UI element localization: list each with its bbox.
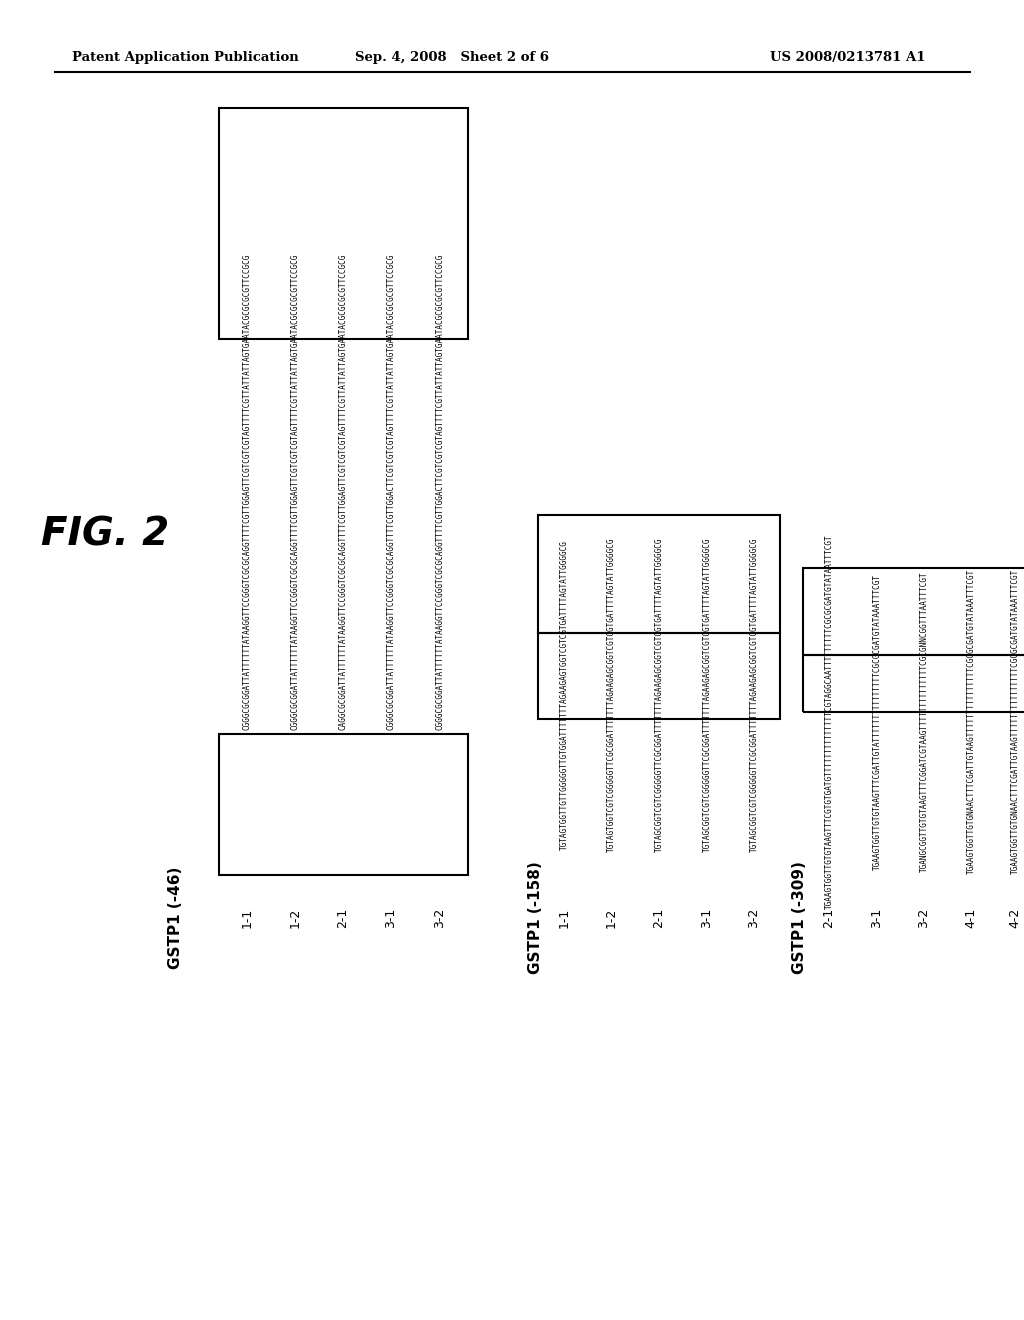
Text: TGTAGTGGTCGTCGGGGGTTCGCGGATTTTTTTAGAAGAGCGGTCGTCGTGATTTTAGTATTGGGGCG: TGTAGTGGTCGTCGGGGGTTCGCGGATTTTTTTAGAAGAG… bbox=[606, 537, 615, 853]
Text: TGTAGCGGTCGTCGGGGGTTCGCGGATTTTTTTAGAAGAGCGGTCGTCGTGATTTTAGTATTGGGGCG: TGTAGCGGTCGTCGGGGGTTCGCGGATTTTTTTAGAAGAG… bbox=[750, 537, 759, 853]
Text: CGGGCGCGGATTATTTTTTATAAGGTTCCGGGTCGCGCAGGTTTTCGTTGGAGTTCGTCGTCGTAGTTTTCGTTATTATT: CGGGCGCGGATTATTTTTTATAAGGTTCCGGGTCGCGCAG… bbox=[291, 253, 299, 730]
Text: 3-2: 3-2 bbox=[433, 908, 446, 928]
Bar bbox=[803, 568, 1024, 655]
Bar bbox=[803, 655, 1024, 711]
Bar bbox=[538, 515, 780, 634]
Text: TGTAGCGGTCGTCGGGGGTTCGCGGATTTTTTTAGAAGAGCGGTCGTCGTGATTTTAGTATTGGGGCG: TGTAGCGGTCGTCGGGGGTTCGCGGATTTTTTTAGAAGAG… bbox=[702, 537, 712, 853]
Text: TGAAGTGGTTGTGNAACTTTCGATTGTAAGTTTTTTTTTTTTTTTCGCGCGATGTATAAATTTCGT: TGAAGTGGTTGTGNAACTTTCGATTGTAAGTTTTTTTTTT… bbox=[967, 569, 976, 874]
Text: GSTP1 (-158): GSTP1 (-158) bbox=[528, 862, 544, 974]
Text: CAGGCGCGGATTATTTTTTATAAGGTTCCGGGTCGCGCAGGTTTTCGTTGGAGTTCGTCGTCGTAGTTTTCGTTATTATT: CAGGCGCGGATTATTTTTTATAAGGTTCCGGGTCGCGCAG… bbox=[339, 253, 347, 730]
Text: 2-1: 2-1 bbox=[652, 908, 666, 928]
Text: 3-2: 3-2 bbox=[748, 908, 761, 928]
Text: 1-2: 1-2 bbox=[604, 908, 617, 928]
Bar bbox=[538, 634, 780, 719]
Text: CGGGCGCGGATTATTTTTTATAAGGTTCCGGGTCGCGCAGGTTTTCGTTGGACTTCGTCGTCGTAGTTTTCGTTATTATT: CGGGCGCGGATTATTTTTTATAAGGTTCCGGGTCGCGCAG… bbox=[435, 253, 444, 730]
Text: TGTAGCGGTCGTCGGGGGTTCGCGGATTTTTTTAGAAGAGCGGTCGTCGTGATTTTAGTATTGGGGCG: TGTAGCGGTCGTCGGGGGTTCGCGGATTTTTTTAGAAGAG… bbox=[654, 537, 664, 853]
Text: 4-1: 4-1 bbox=[965, 908, 978, 928]
Text: 1-1: 1-1 bbox=[557, 908, 570, 928]
Text: TGTAGTGGTTGTTGGGGGTTGTGGATTTTTTTAGAAGAGTGGTCGTCGTGATTTTAGTATTGGGGCG: TGTAGTGGTTGTTGGGGGTTGTGGATTTTTTTAGAAGAGT… bbox=[559, 540, 568, 850]
Text: FIG. 2: FIG. 2 bbox=[41, 516, 169, 554]
Text: GSTP1 (-46): GSTP1 (-46) bbox=[168, 867, 182, 969]
Text: TGAAGTGGTTGTGTAAGTTTCGTGTGATGTTTTTTTTTTTTTTCGTAGGCAATTTTTTTTTCGCGCGATGTATAATTTCG: TGAAGTGGTTGTGTAAGTTTCGTGTGATGTTTTTTTTTTT… bbox=[824, 535, 834, 908]
Text: TGAAGTGGTTGTGNAACTTTCGATTGTAAGTTTTTTTTTTTTTTTCGCGCGATGTATAAATTTCGT: TGAAGTGGTTGTGNAACTTTCGATTGTAAGTTTTTTTTTT… bbox=[1011, 569, 1020, 874]
Text: GSTP1 (-309): GSTP1 (-309) bbox=[793, 862, 808, 974]
Text: US 2008/0213781 A1: US 2008/0213781 A1 bbox=[770, 51, 926, 65]
Text: TGANGCGGTTGTGTAAGTTTCGGATCGTAAGTTTTTTTTTTTTTTCGCGNNCGGTTTAATTTCGT: TGANGCGGTTGTGTAAGTTTCGGATCGTAAGTTTTTTTTT… bbox=[920, 572, 929, 871]
Bar bbox=[219, 108, 468, 339]
Text: CGGGCGCGGATTATTTTTTATAAGGTTCCGGGTCGCGCAGGTTTTCGTTGGACTTCGTCGTCGTAGTTTTCGTTATTATT: CGGGCGCGGATTATTTTTTATAAGGTTCCGGGTCGCGCAG… bbox=[386, 253, 395, 730]
Text: 3-1: 3-1 bbox=[870, 908, 884, 928]
Bar bbox=[219, 734, 468, 875]
Text: 2-1: 2-1 bbox=[337, 908, 349, 928]
Text: 1-1: 1-1 bbox=[241, 908, 254, 928]
Text: 2-1: 2-1 bbox=[822, 908, 836, 928]
Text: 3-1: 3-1 bbox=[384, 908, 397, 928]
Text: 3-2: 3-2 bbox=[918, 908, 931, 928]
Text: TGAAGTGGTTGTGTAAGTTTCGATTGTATTTTTTTTTTTTTTTCGCGCGATGTATAAATTTCGT: TGAAGTGGTTGTGTAAGTTTCGATTGTATTTTTTTTTTTT… bbox=[872, 573, 882, 870]
Text: Sep. 4, 2008   Sheet 2 of 6: Sep. 4, 2008 Sheet 2 of 6 bbox=[355, 51, 549, 65]
Text: Patent Application Publication: Patent Application Publication bbox=[72, 51, 299, 65]
Text: 1-2: 1-2 bbox=[289, 908, 301, 928]
Text: CGGGCGCGGATTATTTTTTATAAGGTTCCGGGTCGCGCAGGTTTTCGTTGGAGTTCGTCGTCGTAGTTTTCGTTATTATT: CGGGCGCGGATTATTTTTTATAAGGTTCCGGGTCGCGCAG… bbox=[243, 253, 252, 730]
Text: 3-1: 3-1 bbox=[700, 908, 714, 928]
Text: 4-2: 4-2 bbox=[1009, 908, 1022, 928]
